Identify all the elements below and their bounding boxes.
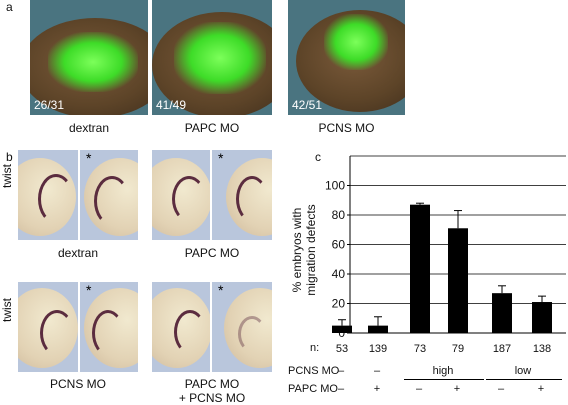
panel-b-caption-papc: PAPC MO	[184, 246, 240, 260]
y-tick-label: 80	[332, 208, 346, 222]
panel-b-caption-double-1: PAPC MO	[184, 377, 240, 391]
panel-b-caption-dextran: dextran	[57, 246, 99, 260]
pcns-mark-low: low	[514, 365, 532, 377]
panel-a-count-1: 26/31	[34, 98, 65, 112]
panel-a-letter: a	[6, 0, 13, 14]
papc-mark-1: –	[337, 383, 345, 395]
panel-b-letter: b	[6, 150, 13, 164]
pcns-mark-high: high	[432, 365, 454, 377]
y-tick-label: 40	[332, 267, 346, 281]
pcns-row-label: PCNS MO	[288, 365, 340, 377]
bar	[532, 302, 552, 333]
panel-b-caption-pcns: PCNS MO	[49, 377, 106, 391]
panel-a-image-pcns: 42/51	[288, 0, 405, 115]
panel-a-count-3: 42/51	[292, 98, 323, 112]
panel-b-image-papc-left	[152, 150, 210, 240]
papc-mark-2: +	[373, 383, 381, 395]
panel-b-image-pcns-right: *	[80, 282, 138, 372]
y-tick-label: 100	[325, 179, 345, 193]
y-axis-label-line-1: % embryos with	[290, 207, 304, 293]
y-tick-label: 20	[332, 297, 346, 311]
n-value: 73	[413, 343, 427, 355]
panel-a-caption-1: dextran	[68, 121, 110, 135]
panel-c-letter: c	[315, 150, 321, 164]
panel-b-caption-double-2: + PCNS MO	[178, 391, 246, 405]
panel-b-star-3: *	[86, 282, 92, 298]
panel-a-image-dextran: 26/31	[30, 0, 148, 115]
panel-b-image-pcns-left	[18, 282, 78, 372]
papc-row-label: PAPC MO	[288, 383, 338, 395]
n-value: 138	[532, 343, 552, 355]
panel-b-row-label-1: twist	[0, 164, 14, 188]
papc-mark-4: +	[453, 383, 461, 395]
low-bracket	[486, 379, 562, 380]
panel-b-image-dextran-left	[18, 150, 78, 240]
panel-b-star-2: *	[218, 150, 224, 166]
panel-b-image-dextran-right: *	[80, 150, 138, 240]
bar	[410, 204, 430, 333]
panel-b-row-label-2: twist	[0, 298, 14, 322]
y-tick-label: 60	[332, 238, 346, 252]
y-axis-label: % embryos with migration defects	[290, 195, 318, 305]
papc-mark-3: –	[415, 383, 423, 395]
n-value: 79	[451, 343, 465, 355]
bar	[368, 325, 388, 333]
panel-a-image-papc: 41/49	[152, 0, 272, 115]
papc-mark-6: +	[537, 383, 545, 395]
panel-a-caption-3: PCNS MO	[318, 121, 375, 135]
panel-a-caption-2: PAPC MO	[184, 121, 240, 135]
panel-a-count-2: 41/49	[156, 98, 187, 112]
bar-chart: 020406080100	[325, 155, 566, 340]
panel-b-star-4: *	[218, 282, 224, 298]
n-label: n:	[310, 342, 320, 354]
high-bracket	[404, 379, 484, 380]
bar	[448, 228, 468, 333]
papc-mark-5: –	[497, 383, 505, 395]
pcns-mark-2: –	[373, 365, 381, 377]
panel-b-star-1: *	[86, 150, 92, 166]
y-axis-label-line-2: migration defects	[304, 204, 318, 296]
panel-b-image-double-left	[152, 282, 210, 372]
panel-b-image-papc-right: *	[212, 150, 272, 240]
bar	[332, 325, 352, 333]
pcns-mark-1: –	[337, 365, 345, 377]
bar	[492, 293, 512, 333]
n-value: 139	[368, 343, 388, 355]
n-value: 187	[492, 343, 512, 355]
panel-b-image-double-right: *	[212, 282, 272, 372]
n-value: 53	[335, 343, 349, 355]
